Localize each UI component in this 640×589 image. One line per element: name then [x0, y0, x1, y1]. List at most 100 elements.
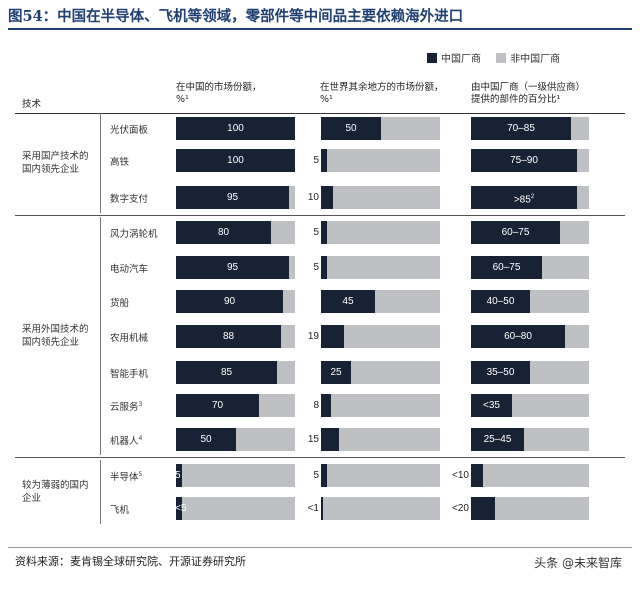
bar-value-label: 5 — [313, 227, 319, 238]
panel-header-world-share: 在世界其余地方的市场份额， %¹ — [320, 82, 444, 106]
bar-china — [471, 186, 577, 209]
category-label: 农用机械 — [110, 333, 149, 344]
legend-item-china: 中国厂商 — [427, 53, 481, 65]
bar-non-china: 75–90 — [471, 149, 589, 172]
legend-swatch-non-china — [496, 53, 507, 63]
group-label: 较为薄弱的国内 企业 — [22, 479, 89, 505]
header-rule — [15, 113, 625, 114]
group-separator-line — [100, 460, 101, 524]
bar-china — [321, 464, 327, 487]
bar-non-china: 95 — [176, 256, 295, 279]
bar-non-china — [321, 325, 440, 348]
bar-non-china: 60–75 — [471, 256, 589, 279]
bar-china — [176, 325, 281, 348]
bar-non-china: >852 — [471, 186, 589, 209]
bar-china — [176, 117, 295, 140]
bar-china — [321, 256, 327, 279]
category-label: 风力涡轮机 — [110, 229, 158, 240]
legend-label-non-china: 非中国厂商 — [510, 54, 561, 65]
category-label: 机器人4 — [110, 434, 143, 447]
category-label: 飞机 — [110, 505, 130, 516]
bar-non-china — [321, 394, 440, 417]
bar-non-china: 50 — [176, 428, 295, 451]
bar-china — [471, 290, 530, 313]
bar-non-china: 60–75 — [471, 221, 589, 244]
group-label-line: 国内领先企业 — [22, 337, 80, 348]
bar-non-china: 70–85 — [471, 117, 589, 140]
title-rule — [8, 28, 632, 30]
group-separator-line — [100, 217, 101, 455]
bar-china — [176, 361, 277, 384]
bar-china — [321, 325, 344, 348]
bar-china — [176, 290, 283, 313]
bar-value-label: 95 — [226, 262, 239, 273]
bar-china — [471, 221, 560, 244]
bar-value-label: 5 — [313, 262, 319, 273]
bar-value-label: 75–90 — [510, 155, 538, 166]
bar-value-label: 19 — [307, 331, 319, 342]
bar-non-china: 80 — [176, 221, 295, 244]
bar-china — [321, 290, 375, 313]
bar-value-label: 95 — [226, 192, 239, 203]
bar-china — [471, 428, 524, 451]
tech-column-header: 技术 — [22, 99, 42, 110]
bar-non-china: 85 — [176, 361, 295, 384]
bar-value-label: 35–50 — [486, 367, 515, 378]
bar-value-label: 50 — [200, 434, 212, 445]
group-label-line: 较为薄弱的国内 — [22, 480, 89, 491]
bar-non-china: 40–50 — [471, 290, 589, 313]
footnote-marker: 3 — [138, 400, 143, 408]
panel-header-supplier-share: 由中国厂商（一级供应商） 提供的部件的百分比¹ — [471, 82, 585, 106]
legend-swatch-china — [427, 53, 437, 63]
footnote-marker: 2 — [530, 194, 535, 200]
bar-value-label: 5 — [313, 155, 319, 166]
bar-china — [471, 149, 577, 172]
bar-value-label: 80 — [217, 227, 230, 238]
bar-china — [321, 117, 381, 140]
group-label-line: 企业 — [22, 493, 42, 504]
footnote-marker: 5 — [138, 470, 143, 478]
bar-non-china: 50 — [321, 117, 440, 140]
bar-china — [321, 361, 351, 384]
bar-value-label: <35 — [483, 400, 500, 411]
watermark: 头条 @未来智库 — [534, 556, 622, 570]
bar-china — [321, 186, 333, 209]
bar-china — [321, 149, 327, 172]
bar-non-china — [321, 256, 440, 279]
panel-header-line: %¹ — [320, 94, 333, 105]
category-label: 电动汽车 — [110, 264, 149, 275]
bar-non-china: 95 — [176, 186, 295, 209]
group-divider — [15, 457, 625, 458]
bar-non-china: 25 — [321, 361, 440, 384]
bar-value-label: <10 — [452, 470, 469, 481]
bar-china — [176, 464, 182, 487]
bar-value-label: 88 — [222, 331, 235, 342]
group-label: 采用外国技术的 国内领先企业 — [22, 323, 89, 349]
bar-non-china — [321, 497, 440, 520]
bar-value-label: 60–75 — [492, 262, 521, 273]
bar-china — [471, 325, 565, 348]
panel-header-china-share: 在中国的市场份额， %¹ — [176, 82, 262, 106]
bar-non-china: 88 — [176, 325, 295, 348]
category-label: 云服务3 — [110, 400, 143, 413]
bar-value-label: 8 — [313, 400, 319, 411]
category-label: 高铁 — [110, 157, 130, 168]
bar-non-china — [321, 186, 440, 209]
footer-rule — [8, 547, 632, 548]
category-label: 数字支付 — [110, 194, 149, 205]
category-label: 半导体5 — [110, 470, 143, 483]
footnote-marker: 4 — [138, 434, 143, 442]
bar-value-label: 85 — [220, 367, 233, 378]
bar-china — [176, 256, 289, 279]
bar-china — [176, 394, 259, 417]
panel-header-line: %¹ — [176, 94, 189, 105]
bar-value-label: <5 — [175, 503, 187, 514]
bar-china — [176, 149, 295, 172]
bar-value-label: 60–75 — [501, 227, 530, 238]
bar-non-china — [321, 221, 440, 244]
bar-non-china: <5 — [175, 497, 295, 520]
bar-non-china — [321, 464, 440, 487]
panel-header-line: 由中国厂商（一级供应商） — [471, 82, 586, 93]
bar-non-china — [471, 464, 589, 487]
bar-non-china: 60–80 — [471, 325, 589, 348]
